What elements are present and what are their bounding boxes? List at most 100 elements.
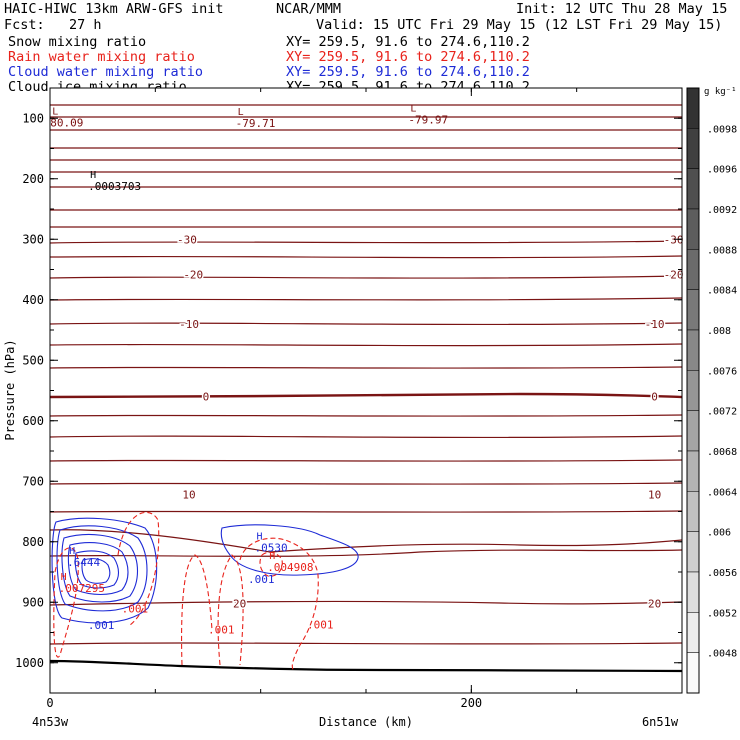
isotherm-line (49, 600, 683, 606)
colorbar-swatch (686, 289, 700, 331)
colorbar-tick-label: .0072 (707, 407, 737, 418)
rain-water-contour (53, 547, 79, 658)
colorbar-swatch (686, 329, 700, 371)
rain-water-label: .001 (122, 603, 149, 616)
field-name-cloud-water: Cloud water mixing ratio (8, 64, 204, 80)
cloud-water-contour (81, 558, 111, 584)
isotherm-line (49, 510, 683, 513)
isotherm-line (49, 275, 683, 279)
colorbar-swatch (686, 652, 700, 694)
isotherm-line (49, 297, 683, 301)
cloud-water-contours (51, 517, 359, 624)
extremum-marker: H (61, 572, 67, 583)
colorbar-tick-label: .0048 (707, 649, 737, 660)
colorbar-unit: g kg⁻¹ (704, 87, 737, 97)
colorbar-swatch (686, 410, 700, 452)
isotherm-line (49, 255, 683, 259)
cloud-water-contour (220, 524, 359, 576)
isotherm-line (49, 459, 683, 462)
colorbar-tick-label: .0052 (707, 608, 737, 619)
cloud-water-contour (74, 550, 120, 589)
extremum-value: .007295 (59, 582, 105, 595)
colorbar-tick-label: .0092 (707, 205, 737, 216)
rain-water-label: .001 (208, 624, 235, 637)
isotherm-line (49, 240, 683, 244)
rain-water-contours (53, 511, 319, 671)
isotherm-label: -10 (179, 318, 199, 331)
extremum-value: .6444 (67, 556, 100, 569)
extremum-marker: H (269, 551, 275, 562)
extremum-marker: L (52, 106, 58, 117)
extremum-marker: L (238, 107, 244, 118)
y-tick-label: 100 (22, 111, 44, 125)
rain-water-contour (259, 551, 283, 577)
colorbar-swatch (686, 612, 700, 653)
init-time: Init: 12 UTC Thu 28 May 15 (516, 1, 728, 17)
isotherm-label: 20 (648, 597, 661, 610)
isotherm-label: 10 (648, 489, 661, 502)
colorbar-tick-label: .0088 (707, 245, 737, 256)
isotherm-line (49, 414, 683, 417)
isotherm-label: -30 (664, 233, 684, 246)
colorbar-swatch (686, 168, 700, 210)
valid-time: Valid: 15 UTC Fri 29 May 15 (12 LST Fri … (316, 17, 723, 33)
isotherm-label: -30 (177, 233, 197, 246)
field-xy-rain: XY= 259.5, 91.6 to 274.6,110.2 (286, 49, 530, 65)
cloud-water-label: .001 (248, 573, 275, 586)
isotherm-line (49, 435, 683, 439)
extremum-value: .0530 (255, 542, 288, 555)
isotherm-line (49, 343, 683, 347)
colorbar-tick-label: .0084 (707, 286, 737, 297)
y-axis-title: Pressure (hPa) (3, 339, 17, 440)
field-xy-cloud-water: XY= 259.5, 91.6 to 274.6,110.2 (286, 64, 530, 80)
isotherm-line (49, 482, 683, 485)
colorbar-tick-label: .0056 (707, 568, 737, 579)
ground-line (49, 659, 683, 673)
cloud-water-contour (67, 542, 129, 596)
extremum-value: -79.71 (236, 117, 276, 130)
field-name-rain: Rain water mixing ratio (8, 49, 195, 65)
y-tick-label: 600 (22, 414, 44, 428)
colorbar-swatch (686, 208, 700, 250)
colorbar-swatch (686, 249, 700, 290)
field-name-snow: Snow mixing ratio (8, 34, 147, 50)
colorbar: g kg⁻¹ .0098 .0096 .0092 .0088 .0084 .008 .0076… (686, 87, 737, 694)
isotherm-line (49, 529, 683, 553)
field-xy-snow: XY= 259.5, 91.6 to 274.6,110.2 (286, 34, 530, 50)
x-tick-label: 200 (460, 696, 482, 710)
extremum-value: .004908 (267, 561, 313, 574)
plot-area (50, 88, 682, 693)
isotherm-label: -20 (664, 268, 684, 281)
colorbar-tick-label: .008 (707, 326, 731, 337)
extremum-value: 80.09 (50, 116, 83, 129)
x-endpoint-left: 4n53w (32, 715, 69, 729)
isotherm-line (49, 549, 683, 557)
isotherm-label: 0 (203, 391, 210, 404)
extremum-marker: H (257, 532, 263, 543)
isotherm-line (49, 642, 683, 645)
extremum-value: .0003703 (88, 180, 141, 193)
cloud-water-label: .001 (88, 619, 115, 632)
y-tick-label: 700 (22, 474, 44, 488)
cloud-water-contour (51, 517, 158, 624)
colorbar-tick-label: .0068 (707, 447, 737, 458)
extremum-value: -79.97 (408, 113, 448, 126)
extremum-marker: H (69, 546, 75, 557)
y-tick-label: 500 (22, 353, 44, 367)
isotherm-label: 0 (651, 391, 658, 404)
rain-water-contour (217, 554, 244, 666)
forecast-hour: Fcst: 27 h (4, 17, 102, 33)
colorbar-tick-label: .0096 (707, 165, 737, 176)
isotherm-label: 20 (233, 597, 246, 610)
colorbar-tick-label: .0098 (707, 124, 737, 135)
colorbar-tick-label: .0076 (707, 366, 737, 377)
cloud-water-contour (61, 533, 139, 603)
x-endpoint-right: 6n51w (642, 715, 679, 729)
y-tick-label: 200 (22, 172, 44, 186)
plot-background (50, 88, 682, 693)
colorbar-tick-label: .0064 (707, 487, 737, 498)
colorbar-swatch (686, 450, 700, 492)
rain-water-label: .001 (307, 618, 334, 631)
